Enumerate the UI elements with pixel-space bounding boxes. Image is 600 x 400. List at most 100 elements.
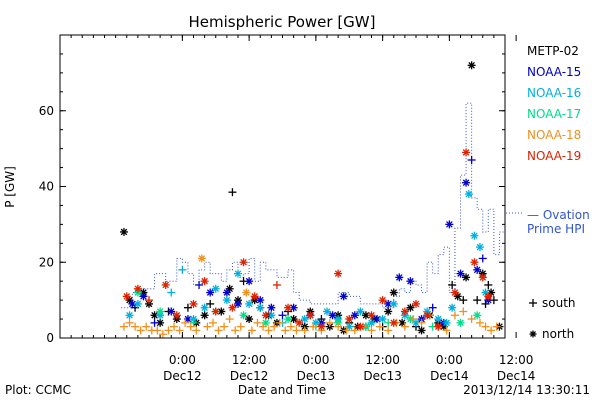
north-point xyxy=(139,292,148,301)
south-point xyxy=(236,322,245,331)
star-stroke xyxy=(240,258,247,266)
x-tick-label: 12:00 xyxy=(499,353,534,367)
star-stroke xyxy=(206,289,214,296)
south-point xyxy=(206,299,215,308)
star-stroke xyxy=(357,323,364,330)
north-point xyxy=(261,311,270,320)
legend-ovation-line2: Prime HPI xyxy=(527,222,585,236)
star-stroke xyxy=(134,300,142,308)
star-stroke xyxy=(351,311,359,319)
legend-entry: NOAA-15 xyxy=(527,65,581,79)
star-stroke xyxy=(156,308,164,315)
north-point xyxy=(261,318,270,327)
south-point xyxy=(467,315,476,324)
legend: METP-02 NOAA-15 NOAA-16 NOAA-17 NOAA-18 NOAA-… xyxy=(506,44,590,341)
star-stroke xyxy=(245,315,253,323)
star-stroke xyxy=(379,315,386,323)
north-point xyxy=(389,288,398,297)
north-point xyxy=(484,292,493,301)
x-tick-label: 0:00 xyxy=(302,353,329,367)
south-point xyxy=(231,326,240,335)
star-stroke xyxy=(218,308,225,315)
star-stroke xyxy=(167,308,175,315)
x-tick-label: 0:00 xyxy=(436,353,463,367)
star-stroke xyxy=(223,289,231,296)
star-stroke xyxy=(234,300,242,308)
x-tick-label: 0:00 xyxy=(169,353,196,367)
north-point xyxy=(328,311,337,320)
star-stroke xyxy=(140,293,147,300)
north-point xyxy=(222,296,231,305)
north-point xyxy=(284,315,293,324)
north-point xyxy=(133,284,142,293)
legend-marker-south xyxy=(529,299,537,307)
north-point xyxy=(267,311,276,320)
north-point xyxy=(470,231,479,240)
y-tick-label: 40 xyxy=(39,180,54,194)
star-stroke xyxy=(390,300,398,308)
north-point xyxy=(161,280,170,289)
north-point xyxy=(256,296,265,305)
legend-entry: NOAA-16 xyxy=(527,86,581,100)
star-stroke xyxy=(473,311,481,319)
south-point xyxy=(150,318,159,327)
south-point xyxy=(450,311,459,320)
north-point xyxy=(245,299,254,308)
south-point xyxy=(153,326,162,335)
south-point xyxy=(325,318,334,327)
north-point xyxy=(389,299,398,308)
north-point xyxy=(400,307,409,316)
south-point xyxy=(492,322,501,331)
star-stroke xyxy=(482,289,489,296)
north-point xyxy=(200,311,209,320)
y-tick-label: 20 xyxy=(39,255,54,269)
north-point xyxy=(267,303,276,312)
north-point xyxy=(417,326,426,335)
south-point xyxy=(367,326,376,335)
star-stroke xyxy=(251,293,258,300)
star-stroke xyxy=(434,315,442,323)
north-point xyxy=(464,190,473,199)
legend-entry: NOAA-18 xyxy=(527,128,581,142)
legend-entry: METP-02 xyxy=(527,44,579,58)
north-point xyxy=(478,273,487,282)
star-stroke xyxy=(190,300,197,308)
star-stroke xyxy=(151,311,158,319)
north-point xyxy=(475,243,484,252)
north-point xyxy=(334,269,343,278)
series-noaa-19 xyxy=(122,148,493,331)
south-point xyxy=(278,311,287,320)
star-stroke xyxy=(390,289,398,296)
south-point xyxy=(228,188,237,197)
star-stroke xyxy=(368,311,375,319)
north-point xyxy=(228,303,237,312)
legend-marker-label: north xyxy=(542,327,574,341)
star-stroke xyxy=(485,293,492,300)
north-point xyxy=(256,303,265,312)
south-point xyxy=(195,280,204,289)
star-stroke xyxy=(229,304,236,311)
star-stroke xyxy=(184,315,192,323)
north-point xyxy=(222,288,231,297)
legend-entry: NOAA-17 xyxy=(527,107,581,121)
south-point xyxy=(170,322,179,331)
north-point xyxy=(234,269,242,278)
star-stroke xyxy=(162,281,169,289)
north-point xyxy=(239,258,248,267)
star-stroke xyxy=(473,266,481,274)
star-stroke xyxy=(462,179,470,187)
star-stroke xyxy=(301,315,309,323)
star-stroke xyxy=(412,319,420,327)
star-stroke xyxy=(451,289,459,296)
star-stroke xyxy=(201,311,208,319)
north-point xyxy=(300,315,309,324)
south-point xyxy=(292,326,301,335)
north-point xyxy=(339,292,348,301)
north-point xyxy=(378,315,387,324)
north-point xyxy=(239,311,248,320)
north-point xyxy=(284,303,293,312)
south-point xyxy=(459,307,468,316)
north-point xyxy=(462,148,471,157)
star-stroke xyxy=(412,300,420,308)
